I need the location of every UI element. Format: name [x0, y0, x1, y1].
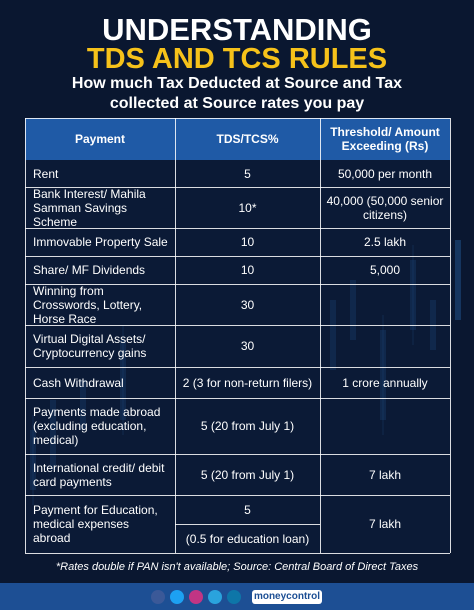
- title-highlight: TDS AND TCS RULES: [86, 43, 388, 75]
- threshold-cell: 50,000 per month: [337, 166, 433, 181]
- social-icons: [151, 590, 241, 604]
- row-divider: [25, 454, 450, 455]
- rate-cell: 10*: [238, 200, 257, 215]
- column-divider: [320, 118, 321, 553]
- payment-cell: Cash Withdrawal: [33, 375, 124, 390]
- rate-cell: (0.5 for education loan): [185, 531, 310, 546]
- threshold-cell: 7 lakh: [368, 517, 402, 531]
- brand: moneycontrol: [252, 590, 322, 604]
- threshold-cell: 2.5 lakh: [363, 235, 407, 249]
- column-divider: [450, 118, 451, 553]
- payment-cell: Payments made abroad (excluding educatio…: [33, 405, 161, 447]
- payment-cell: Share/ MF Dividends: [33, 263, 146, 277]
- row-divider: [25, 553, 450, 554]
- payment-cell: Immovable Property Sale: [33, 235, 168, 249]
- row-divider: [25, 284, 450, 285]
- payment-cell: Virtual Digital Assets/ Cryptocurrency g…: [33, 332, 147, 360]
- row-divider: [25, 398, 450, 399]
- rate-cell: 2 (3 for non-return filers): [182, 375, 313, 390]
- footnote: *Rates double if PAN isn't available; So…: [55, 561, 419, 573]
- column-divider: [175, 118, 176, 553]
- rate-cell: 30: [240, 297, 255, 312]
- threshold-cell: 5,000: [369, 263, 401, 277]
- rate-cell: 5: [244, 502, 251, 517]
- column-divider: [25, 118, 26, 553]
- threshold-cell: 7 lakh: [368, 467, 402, 482]
- table-header: [25, 118, 450, 160]
- column-header: Payment: [74, 132, 126, 146]
- subtitle: How much Tax Deducted at Source and Tax …: [71, 75, 403, 112]
- row-divider: [25, 325, 450, 326]
- column-header: TDS/TCS%: [216, 132, 279, 146]
- payment-cell: Bank Interest/ Mahila Samman Savings Sch…: [33, 186, 146, 229]
- row-divider: [25, 256, 450, 257]
- column-header: Threshold/ Amount Exceeding (Rs): [330, 125, 440, 153]
- row-divider: [25, 118, 450, 119]
- rate-cell: 5: [244, 166, 251, 181]
- rate-cell: 10: [240, 263, 255, 277]
- rate-cell: 5 (20 from July 1): [200, 467, 295, 482]
- payment-cell: Rent: [33, 166, 59, 181]
- rate-cell: 5 (20 from July 1): [200, 419, 295, 433]
- row-divider: [25, 367, 450, 368]
- title: UNDERSTANDING: [102, 12, 372, 47]
- cell-divider: [175, 524, 320, 525]
- payment-cell: Payment for Education, medical expenses …: [33, 503, 158, 545]
- rate-cell: 10: [240, 235, 255, 249]
- threshold-cell: 40,000 (50,000 senior citizens): [326, 193, 444, 222]
- payment-cell: International credit/ debit card payment…: [33, 460, 165, 489]
- payment-cell: Winning from Crosswords, Lottery, Horse …: [33, 283, 143, 326]
- rate-cell: 30: [240, 339, 255, 353]
- threshold-cell: 1 crore annually: [342, 375, 428, 390]
- row-divider: [25, 187, 450, 188]
- row-divider: [25, 495, 450, 496]
- row-divider: [25, 228, 450, 229]
